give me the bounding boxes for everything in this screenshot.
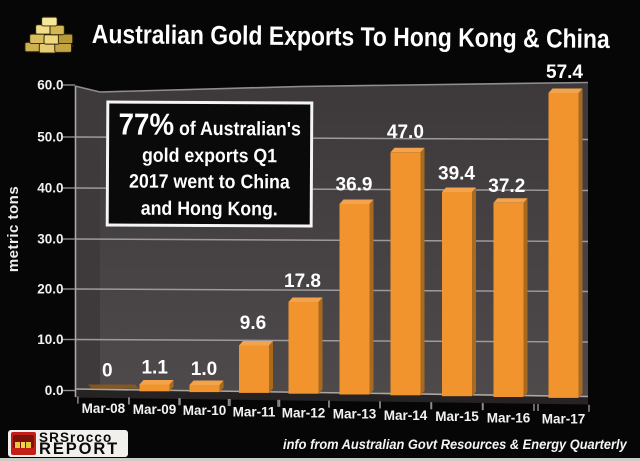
svg-text:0: 0 (102, 360, 113, 381)
svg-text:40.0: 40.0 (37, 181, 63, 196)
svg-text:Mar-09: Mar-09 (133, 402, 177, 417)
svg-text:17.8: 17.8 (284, 271, 321, 292)
svg-text:1.1: 1.1 (141, 357, 168, 378)
svg-text:30.0: 30.0 (37, 232, 63, 247)
svg-text:Mar-16: Mar-16 (487, 410, 531, 425)
svg-text:47.0: 47.0 (387, 122, 424, 143)
svg-text:50.0: 50.0 (37, 130, 63, 145)
svg-text:Mar-15: Mar-15 (435, 409, 479, 424)
svg-text:Mar-14: Mar-14 (384, 408, 428, 423)
svg-text:0.0: 0.0 (45, 383, 64, 398)
svg-text:36.9: 36.9 (336, 174, 373, 195)
svg-text:57.4: 57.4 (546, 62, 583, 83)
svg-text:metric tons: metric tons (5, 186, 22, 272)
svg-text:Mar-12: Mar-12 (282, 406, 326, 421)
svg-text:10.0: 10.0 (37, 332, 63, 347)
svg-text:60.0: 60.0 (37, 78, 63, 93)
svg-text:Mar-08: Mar-08 (82, 401, 126, 416)
svg-text:39.4: 39.4 (438, 163, 475, 184)
svg-text:20.0: 20.0 (37, 282, 63, 297)
svg-text:37.2: 37.2 (488, 176, 525, 197)
svg-text:Mar-17: Mar-17 (542, 412, 586, 427)
svg-text:Mar-10: Mar-10 (183, 403, 227, 418)
svg-text:Mar-11: Mar-11 (233, 404, 276, 419)
svg-text:Mar-13: Mar-13 (333, 407, 377, 422)
svg-text:9.6: 9.6 (240, 313, 266, 334)
svg-text:1.0: 1.0 (191, 359, 217, 380)
